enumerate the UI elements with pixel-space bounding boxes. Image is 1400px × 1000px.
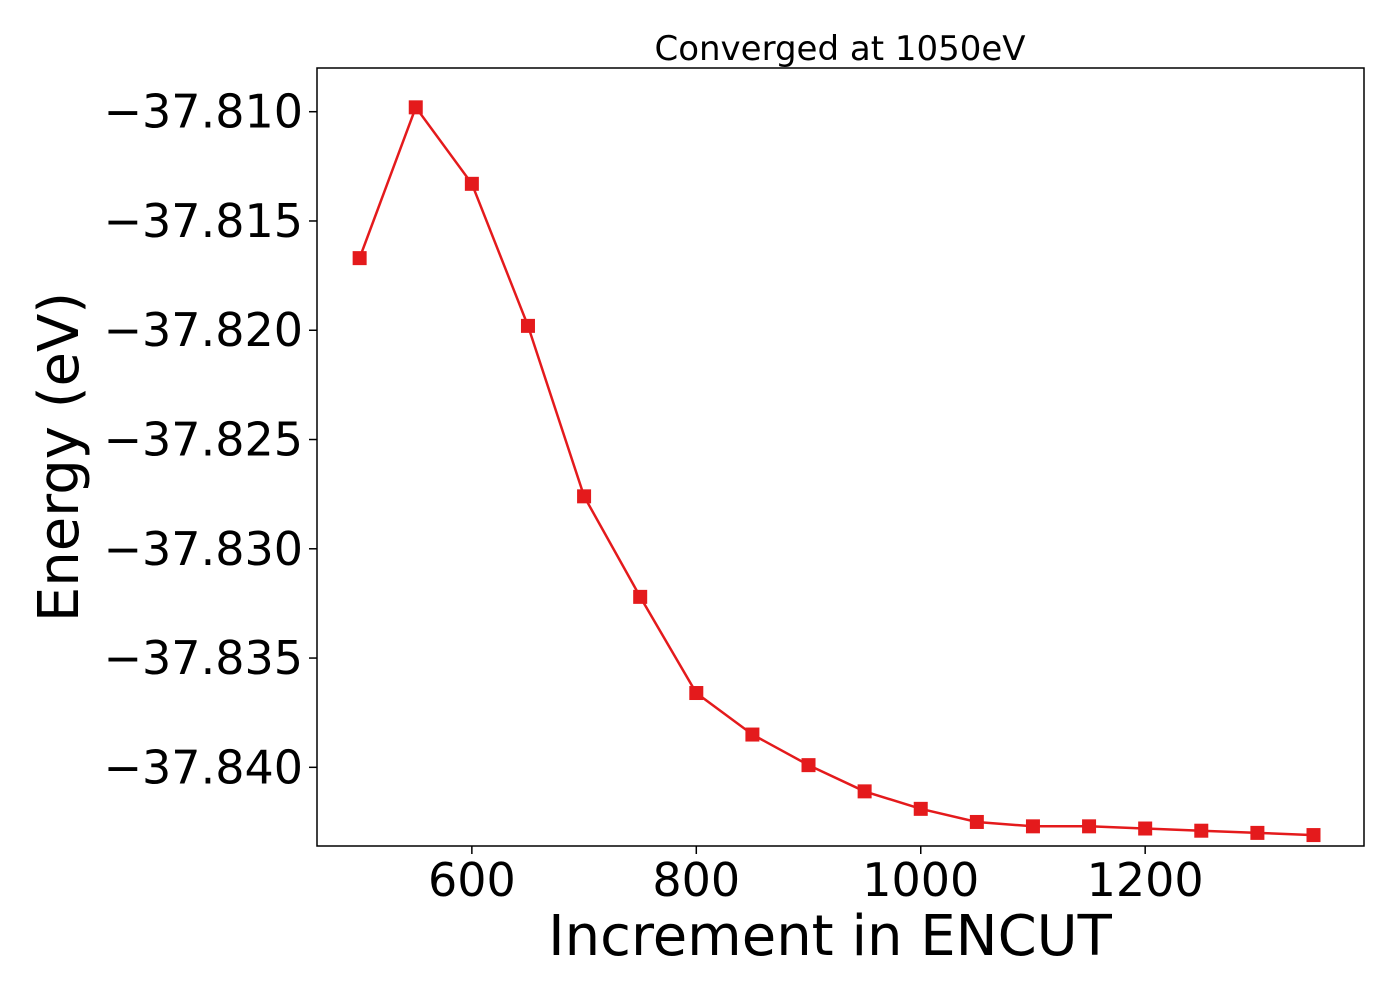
- data-point: [633, 589, 648, 604]
- data-point: [1082, 819, 1097, 834]
- y-tick-label: −37.815: [104, 194, 304, 248]
- data-series: [352, 100, 1321, 843]
- series-line: [358, 104, 1314, 837]
- data-point: [745, 727, 760, 742]
- data-point: [857, 784, 872, 799]
- x-tick-label: 800: [652, 853, 740, 907]
- chart-title: Converged at 1050eV: [654, 29, 1025, 69]
- data-point: [969, 814, 984, 829]
- data-point: [801, 758, 816, 773]
- data-point: [352, 251, 367, 266]
- data-point: [1194, 823, 1209, 838]
- data-point: [689, 686, 704, 701]
- x-tick-label: 1000: [862, 853, 979, 907]
- data-point: [464, 176, 479, 191]
- data-point: [913, 801, 928, 816]
- y-axis-label: Energy (eV): [27, 292, 92, 622]
- y-tick-label: −37.830: [104, 522, 304, 576]
- y-tick-label: −37.820: [104, 303, 304, 357]
- data-point: [577, 489, 592, 504]
- x-tick-label: 600: [428, 853, 516, 907]
- data-point: [1138, 821, 1153, 836]
- data-point: [1306, 828, 1321, 843]
- y-tick-label: −37.835: [104, 631, 304, 685]
- y-tick-label: −37.840: [104, 740, 304, 794]
- plot-area-frame: [316, 67, 1365, 847]
- y-axis: −37.810 −37.815 −37.820 −37.825 −37.830 −37.8…: [104, 85, 317, 794]
- data-point: [1025, 819, 1040, 834]
- y-tick-label: −37.810: [104, 85, 304, 139]
- x-axis: 600 800 1000 1200: [428, 846, 1204, 907]
- data-point: [520, 318, 535, 333]
- x-tick-label: 1200: [1087, 853, 1204, 907]
- y-tick-label: −37.825: [104, 413, 304, 467]
- data-point: [1250, 825, 1265, 840]
- x-axis-label: Increment in ENCUT: [548, 904, 1113, 969]
- data-point: [408, 100, 423, 115]
